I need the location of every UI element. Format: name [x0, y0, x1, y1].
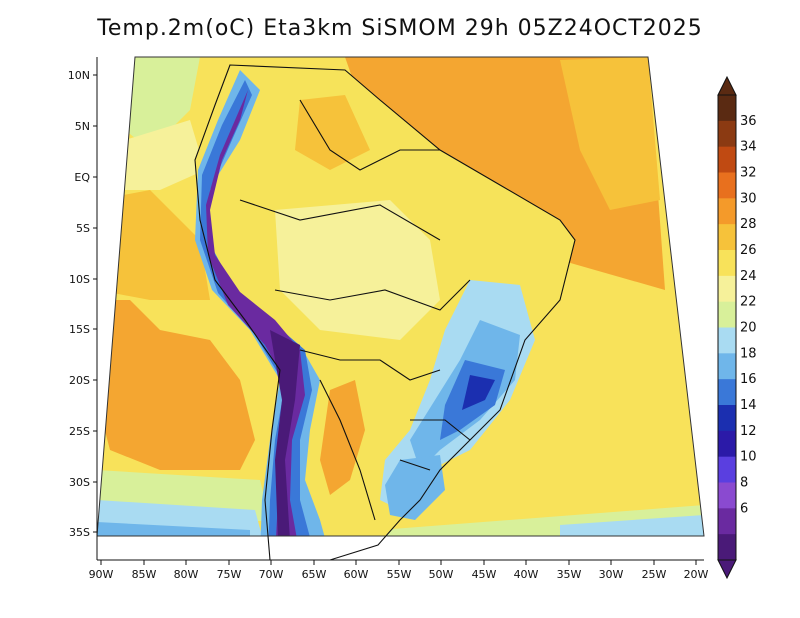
colorbar-tick-label: 10 — [740, 450, 757, 465]
lon-label: 45W — [472, 568, 497, 581]
lon-label: 65W — [302, 568, 327, 581]
map-title: Temp.2m(oC) Eta3km SiSMOM 29h 05Z24OCT20… — [97, 16, 703, 41]
colorbar-tick-label: 16 — [740, 372, 757, 387]
lon-label: 60W — [344, 568, 369, 581]
lon-axis: 90W 85W 80W 75W 70W 65W 60W 55W 50W 45W … — [89, 560, 709, 581]
country-borders — [194, 64, 576, 561]
lat-label: 10S — [69, 273, 90, 286]
lat-label: 25S — [69, 425, 90, 438]
colorbar-segment — [718, 430, 736, 458]
lat-label: 5N — [75, 120, 90, 133]
colorbar-segment — [718, 95, 736, 122]
temperature-field — [97, 57, 704, 536]
colorbar-tick-label: 36 — [740, 114, 757, 129]
colorbar-segment — [718, 482, 736, 509]
colorbar-segment — [718, 224, 736, 251]
lat-label: 30S — [69, 476, 90, 489]
colorbar-segment — [718, 172, 736, 199]
lat-label: EQ — [74, 171, 90, 184]
lon-label: 55W — [387, 568, 412, 581]
colorbar-tick-label: 20 — [740, 321, 757, 336]
colorbar-segment — [718, 120, 736, 148]
colorbar-segment — [718, 327, 736, 354]
colorbar-segment — [718, 301, 736, 328]
lat-label: 20S — [69, 374, 90, 387]
lat-label: 15S — [69, 323, 90, 336]
colorbar-tick-label: 14 — [740, 398, 757, 413]
lon-label: 40W — [514, 568, 539, 581]
colorbar-tick-label: 8 — [740, 476, 748, 491]
lon-label: 85W — [132, 568, 157, 581]
colorbar-segment — [718, 198, 736, 225]
colorbar-max-arrow — [717, 75, 737, 96]
colorbar-tick-label: 18 — [740, 346, 757, 361]
lat-axis: 10N 5N EQ 5S 10S 15S 20S 25S 30S 35S — [68, 69, 97, 539]
lon-label: 25W — [642, 568, 667, 581]
colorbar-segment — [718, 379, 736, 406]
colorbar-segment — [718, 534, 736, 561]
lon-label: 75W — [217, 568, 242, 581]
colorbar-segment — [718, 353, 736, 380]
colorbar-segment — [718, 508, 736, 535]
colorbar-tick-label: 30 — [740, 191, 757, 206]
lon-label: 20W — [684, 568, 709, 581]
colorbar-segment — [718, 456, 736, 483]
lon-label: 80W — [174, 568, 199, 581]
lon-label: 50W — [429, 568, 454, 581]
lat-label: 5S — [76, 222, 90, 235]
colorbar: 36 34 32 30 28 26 24 22 20 18 16 14 12 10 8 6 — [717, 75, 757, 580]
colorbar-min-arrow — [717, 559, 737, 580]
colorbar-segment — [718, 405, 736, 432]
colorbar-segment — [718, 146, 736, 173]
lat-label: 10N — [68, 69, 90, 82]
lon-label: 30W — [599, 568, 624, 581]
colorbar-tick-label: 34 — [740, 140, 757, 155]
colorbar-tick-label: 24 — [740, 269, 757, 284]
lon-label: 70W — [259, 568, 284, 581]
colorbar-tick-label: 12 — [740, 424, 757, 439]
lon-label: 90W — [89, 568, 114, 581]
colorbar-segment — [718, 275, 736, 303]
lat-label: 35S — [69, 526, 90, 539]
colorbar-tick-label: 28 — [740, 217, 757, 232]
colorbar-segment — [718, 250, 736, 277]
map-frame — [96, 56, 705, 537]
colorbar-tick-label: 26 — [740, 243, 757, 258]
colorbar-tick-label: 6 — [740, 501, 748, 516]
lon-label: 35W — [557, 568, 582, 581]
colorbar-tick-label: 32 — [740, 166, 757, 181]
colorbar-tick-label: 22 — [740, 295, 757, 310]
